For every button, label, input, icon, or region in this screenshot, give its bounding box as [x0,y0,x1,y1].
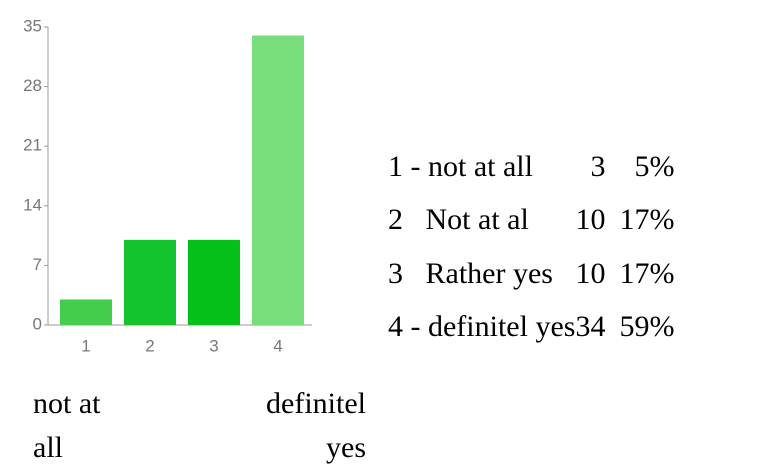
bar [124,239,176,325]
row-count: 10 [575,256,606,290]
bar [252,35,304,326]
x-tick-label: 3 [209,336,218,355]
y-tick-label: 35 [23,16,42,35]
chart: 0 7 14 21 28 35 1 2 3 4 [23,16,312,355]
bar [60,299,112,325]
row-label: 1 - not at all [388,149,533,183]
y-tick-label: 0 [33,314,42,333]
row-label: 4 - definitel yes [388,310,576,344]
bar [188,239,240,325]
y-tick-label: 14 [23,195,42,214]
legend-row: 2 Not at al 10 17% [388,194,674,248]
row-count: 10 [575,203,606,237]
y-tick-label: 28 [23,76,42,95]
row-percent: 17% [619,256,675,290]
row-percent: 59% [619,310,675,344]
legend-row: 3 Rather yes 10 17% [388,247,674,301]
y-tick-label: 7 [33,255,42,274]
x-tick-label: 1 [81,336,90,355]
legend-table: 1 - not at all 3 5% 2 Not at al 10 17% 3 Rathe… [388,140,674,354]
row-percent: 17% [619,203,675,237]
row-percent: 5% [634,149,675,183]
row-count: 3 [590,149,606,183]
row-count: 34 [575,310,606,344]
row-label: 3 Rather yes [388,256,553,290]
row-label: 2 Not at al [388,203,529,237]
legend-row: 1 - not at all 3 5% [388,140,674,194]
low-label: not at all [33,387,101,464]
x-tick-label: 2 [145,336,154,355]
legend-row: 4 - definitel yes 34 59% [388,301,674,355]
y-tick-label: 21 [23,136,42,155]
x-tick-label: 4 [273,336,282,355]
high-label: definitel yes [266,387,366,464]
